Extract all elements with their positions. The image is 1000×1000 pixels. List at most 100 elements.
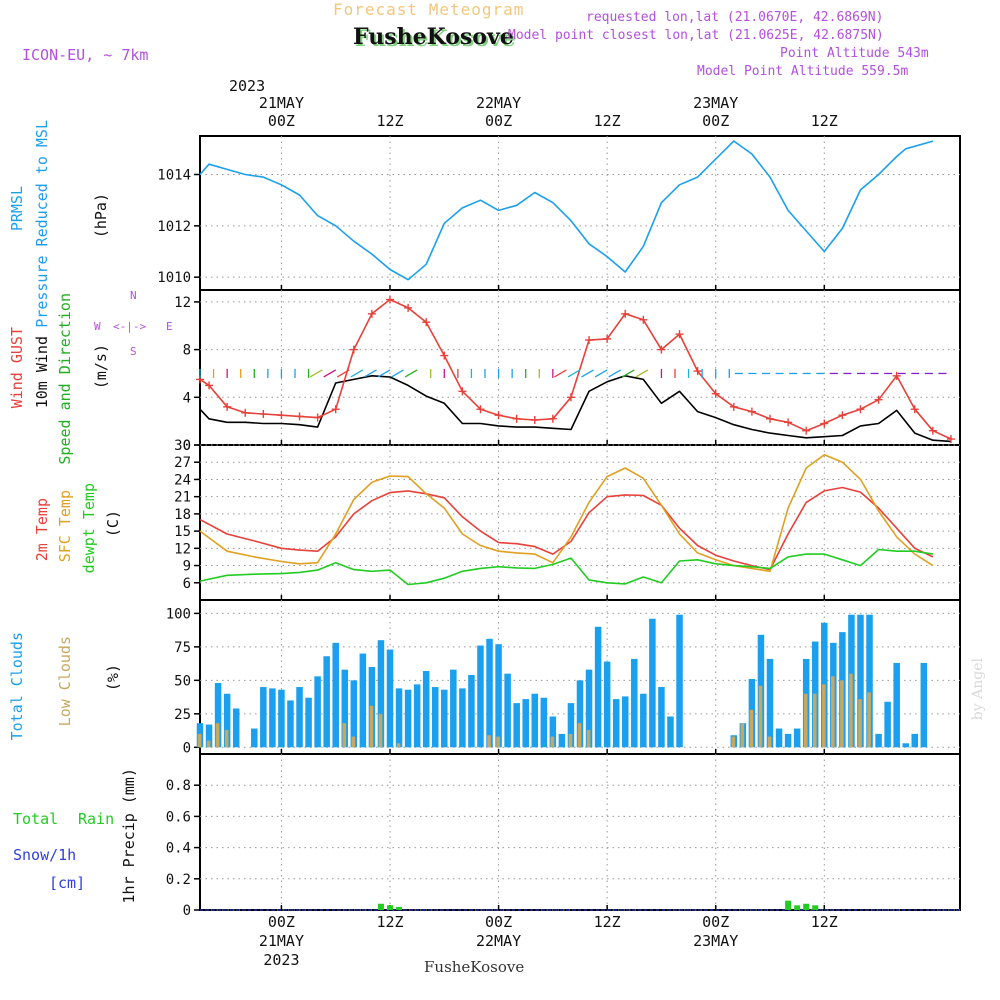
compass-arrow: <-|-> [113, 320, 147, 333]
total-cloud-bar [540, 697, 548, 748]
y-tick-label: 25 [174, 707, 191, 723]
total-cloud-bar [386, 649, 394, 748]
temp-2m-label: 2m Temp [33, 498, 51, 562]
y-tick-label: 4 [183, 390, 191, 406]
wind-gust-label: Wind GUST [8, 327, 26, 409]
top-tick-label: 00Z [702, 112, 730, 130]
total-cloud-bar [314, 676, 321, 748]
low-cloud-bar [206, 740, 211, 748]
rain-label: Rain [78, 810, 115, 828]
total-cloud-bar [567, 703, 575, 748]
total-cloud-bar [522, 699, 529, 748]
total-cloud-bar [422, 670, 430, 748]
bottom-date-label: 21MAY [258, 932, 304, 950]
y-tick-label: 12 [174, 295, 191, 311]
tick-labels: 1010101210140481269121518212427300255075… [157, 168, 191, 920]
rain-bar [812, 905, 819, 910]
y-tick-label: 1014 [157, 168, 191, 184]
top-tick-label: 00Z [485, 112, 513, 130]
total-cloud-bar [640, 693, 647, 748]
low-cloud-bar [749, 709, 754, 748]
wind-direction-arrow [581, 369, 594, 378]
low-cloud-bar [197, 733, 202, 748]
total-cloud-bar [395, 688, 403, 748]
temp-dewpt-label: dewpt Temp [80, 483, 98, 574]
low-cloud-bar [586, 729, 591, 748]
bottom-date-label: 22MAY [475, 932, 522, 950]
low-cloud-bar [369, 705, 374, 748]
station-title: FusheKosove [353, 24, 514, 50]
y-tick-label: 8 [183, 343, 191, 359]
low-cloud-bar [867, 692, 871, 748]
y-tick-label: 0.6 [166, 809, 191, 825]
compass-s: S [130, 345, 137, 358]
y-tick-label: 75 [174, 640, 191, 656]
total-cloud-bar [441, 689, 448, 748]
bottom-tick-label: 12Z [810, 913, 838, 931]
total-cloud-bar [558, 733, 566, 748]
top-tick-label: 12Z [376, 112, 404, 130]
low-cloud-bar [740, 723, 745, 748]
total-cloud-bar [766, 658, 774, 748]
footer-station: FusheKosove [424, 958, 525, 976]
low-cloud-bar [731, 736, 736, 748]
top-tick-label: 12Z [593, 112, 621, 130]
model-altitude: Model Point Altitude 559.5m [697, 64, 909, 79]
compass-w: W [94, 320, 101, 333]
snow-label: Snow/1h [13, 846, 77, 864]
y-tick-label: 0.2 [166, 872, 191, 888]
y-tick-label: 18 [174, 507, 191, 523]
top-tick-label: 00Z [267, 112, 295, 130]
wind-direction-arrow [350, 369, 364, 378]
low-cloud-bar [831, 676, 835, 748]
y-tick-label: 50 [174, 673, 191, 689]
y-tick-label: 12 [174, 541, 191, 557]
rain-bar [803, 903, 810, 910]
total-cloud-bar [404, 689, 412, 748]
low-cloud-bar [577, 723, 582, 748]
y-tick-label: 100 [166, 606, 191, 622]
low-cloud-bar [496, 736, 500, 748]
wind-direction-arrow [391, 369, 404, 378]
total-cloud-bar [323, 656, 330, 748]
precip-unit: 1hr Precip (mm) [120, 768, 138, 904]
pressure-unit: (hPa) [92, 193, 110, 239]
temp-sfc-label: SFC Temp [56, 490, 74, 563]
total-cloud-bar [784, 733, 792, 748]
total-cloud-bar [495, 644, 502, 748]
top-date-label: 21MAY [258, 94, 304, 112]
bottom-tick-label: 00Z [267, 913, 295, 931]
top-date-label: 23MAY [693, 94, 739, 112]
total-cloud-bar [287, 700, 294, 748]
total-cloud-bar [232, 708, 240, 748]
low-cloud-bar [342, 723, 347, 748]
total-cloud-bar [413, 684, 421, 748]
total-cloud-bar [621, 696, 629, 748]
total-cloud-bar [269, 688, 276, 748]
y-tick-label: 30 [174, 438, 191, 454]
total-cloud-bar [631, 658, 638, 748]
total-cloud-bar [875, 733, 882, 748]
rain-bar [377, 903, 384, 910]
total-cloud-bar [332, 642, 339, 748]
total-cloud-bar [649, 618, 656, 748]
total-cloud-bar [214, 683, 222, 748]
low-cloud-bar [215, 723, 220, 748]
temp-dewpt-line [199, 548, 934, 586]
top-date-label: 22MAY [475, 94, 522, 112]
wind-direction-arrow [377, 369, 391, 378]
total-cloud-bar [549, 716, 557, 748]
y-tick-label: 15 [174, 524, 191, 540]
total-cloud-bar [775, 728, 783, 748]
low-cloud-bar [487, 735, 491, 748]
y-tick-label: 0.8 [166, 778, 191, 794]
low-cloud-bar [568, 733, 573, 748]
total-cloud-bar [513, 703, 520, 748]
total-cloud-bar [594, 626, 602, 748]
gridlines [194, 136, 960, 911]
total-cloud-bar [902, 743, 909, 748]
total-cloud-bar [260, 687, 267, 748]
snow-unit-label: [cm] [49, 874, 86, 892]
wind-direction-arrow [621, 369, 635, 378]
total-cloud-bar [278, 689, 285, 748]
